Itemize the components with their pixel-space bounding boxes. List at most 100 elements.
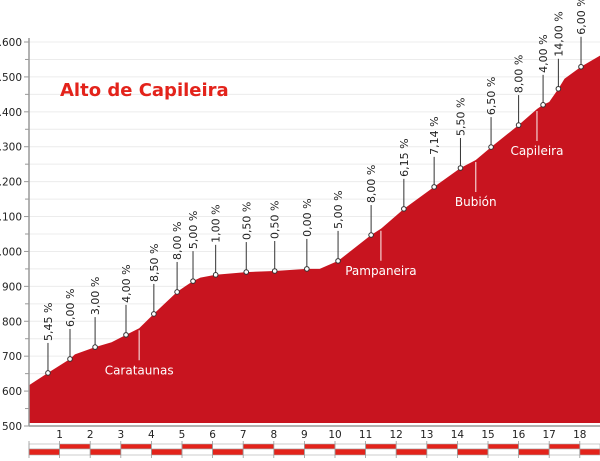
km-bar-segment <box>120 448 152 456</box>
gradient-label: 0,00 % <box>301 198 314 236</box>
marker-dot <box>174 289 180 295</box>
km-bar-segment <box>487 448 519 456</box>
km-bar-segment <box>426 443 458 450</box>
gradient-label: 5,00 % <box>332 190 345 228</box>
x-tick-label: 8 <box>270 429 277 441</box>
x-tick-label: 13 <box>420 429 433 441</box>
y-tick-label: 1.100 <box>0 212 22 224</box>
km-bar <box>28 441 600 458</box>
marker-dot <box>488 144 494 150</box>
km-bar-segment <box>242 448 275 456</box>
km-bar-segment <box>334 448 366 456</box>
km-bar-segment <box>518 443 550 450</box>
marker-dot <box>92 344 98 350</box>
marker-dot <box>271 268 278 274</box>
km-bar-segment <box>365 443 397 450</box>
km-bar-segment <box>426 448 458 456</box>
y-tick-label: 1.600 <box>0 37 22 49</box>
place-label: Carataunas <box>105 363 174 377</box>
x-tick-label: 11 <box>359 429 372 441</box>
km-bar-segment <box>89 443 122 450</box>
gradient-markers: 5,45 % 6,00 % 3,00 % 4,00 %8,50 %8,00 % 5,00… <box>42 0 588 376</box>
gradient-label: 4,00 % <box>120 264 133 302</box>
gradient-label: 1,00 % <box>210 204 223 242</box>
km-bar-segment <box>579 448 600 456</box>
km-bar-segment <box>548 448 581 456</box>
km-bar-segment <box>151 448 183 456</box>
gradient-label: 14,00 % <box>552 11 565 56</box>
km-bar-segment <box>120 443 152 450</box>
x-tick-label: 1 <box>56 429 63 441</box>
gradient-label: 6,00 % <box>575 0 588 35</box>
km-bar-segment <box>151 443 183 450</box>
gradient-label: 7,14 % <box>428 116 441 154</box>
x-tick-label: 4 <box>148 429 155 441</box>
gradient-label: 8,00 % <box>171 221 184 259</box>
km-bar-segment <box>304 443 336 450</box>
profile-area <box>29 55 600 423</box>
km-bar-segment <box>304 448 336 456</box>
place-label: Bubión <box>455 195 497 209</box>
km-bar-segment <box>365 448 397 456</box>
x-tick-label: 9 <box>301 429 308 441</box>
km-bar-segment <box>28 448 60 456</box>
y-tick-label: 600 <box>2 386 22 398</box>
marker-dot <box>304 266 310 272</box>
y-tick-label: 1.000 <box>0 246 22 258</box>
x-tick-label: 5 <box>179 429 186 441</box>
km-bar-segment <box>334 443 366 450</box>
y-tick-label: 800 <box>2 316 22 328</box>
km-bar-segment <box>579 443 600 450</box>
y-tick-label: 500 <box>2 421 22 433</box>
x-tick-label: 7 <box>240 429 247 441</box>
marker-dot <box>123 332 129 338</box>
gradient-label: 6,15 % <box>398 138 411 176</box>
place-labels: Carataunas Pampaneira Bubión Capileira <box>105 111 563 377</box>
x-tick-label: 10 <box>328 429 341 441</box>
place-label: Pampaneira <box>345 264 416 278</box>
x-tick-label: 17 <box>543 429 556 441</box>
km-bar-segment <box>212 443 244 450</box>
gradient-label: 4,00 % <box>537 34 550 72</box>
gradient-label: 8,00 % <box>365 165 378 203</box>
gradient-label: 5,50 % <box>454 98 467 136</box>
km-bar-segment <box>457 443 489 450</box>
km-bar-segment <box>395 448 428 456</box>
marker-dot <box>190 278 196 284</box>
km-bar-segment <box>487 443 519 450</box>
y-tick-label: 900 <box>2 281 22 293</box>
y-tick-label: 1.400 <box>0 107 22 119</box>
marker-dot <box>540 102 546 108</box>
chart-title: Alto de Capileira <box>60 80 229 101</box>
x-tick-label: 2 <box>87 429 94 441</box>
marker-dot <box>555 85 562 92</box>
marker-dot <box>212 272 219 278</box>
x-tick-label: 16 <box>512 429 526 441</box>
km-bar-segment <box>181 448 213 456</box>
marker-dot <box>151 311 157 317</box>
km-bar-segment <box>457 448 489 456</box>
gradient-label: 8,00 % <box>513 55 526 93</box>
marker-dot <box>431 184 437 190</box>
y-tick-label: 700 <box>2 351 22 363</box>
x-tick-label: 6 <box>209 429 216 441</box>
marker-dot <box>67 356 73 362</box>
gradient-label: 5,45 % <box>42 302 55 340</box>
y-tick-label: 1.500 <box>0 72 22 84</box>
x-tick-label: 3 <box>117 429 124 441</box>
gradient-label: 5,00 % <box>187 211 200 249</box>
marker-dot <box>457 165 464 171</box>
km-bar-segment <box>212 448 244 456</box>
km-bar-segment <box>181 443 213 450</box>
x-axis: 1 2 3 4 5 6 7 8 9 10 11 12 13 14 15 16 17 18 <box>56 429 586 441</box>
marker-dot <box>368 232 374 238</box>
marker-dot <box>515 122 522 128</box>
km-bar-segment <box>395 443 428 450</box>
km-bar-segment <box>59 443 91 450</box>
marker-dot <box>401 206 407 212</box>
y-tick-label: 1.300 <box>0 142 22 154</box>
km-bar-segment <box>548 443 581 450</box>
km-bar-segment <box>273 443 305 450</box>
x-tick-label: 15 <box>481 429 494 441</box>
